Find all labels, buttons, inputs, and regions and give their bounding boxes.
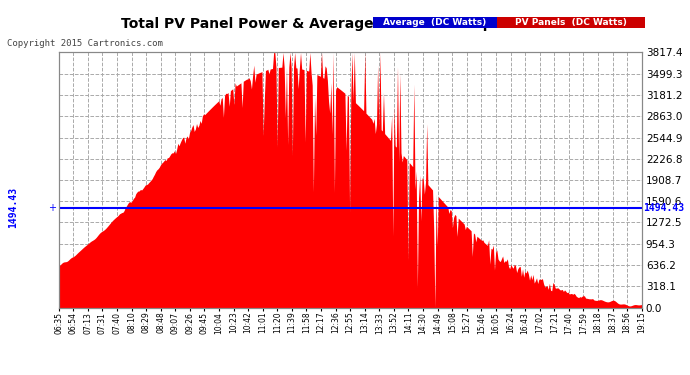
Text: +: + — [48, 202, 56, 213]
Text: 1494.43: 1494.43 — [8, 187, 18, 228]
Text: Total PV Panel Power & Average Power  Sun Apr 5  19:28: Total PV Panel Power & Average Power Sun… — [121, 17, 569, 31]
Text: Copyright 2015 Cartronics.com: Copyright 2015 Cartronics.com — [7, 39, 163, 48]
Text: Average  (DC Watts): Average (DC Watts) — [383, 18, 486, 27]
Text: 1494.43: 1494.43 — [643, 202, 684, 213]
Text: PV Panels  (DC Watts): PV Panels (DC Watts) — [515, 18, 627, 27]
